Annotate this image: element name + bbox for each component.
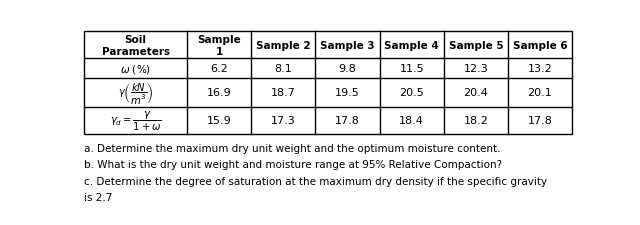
Text: Sample 4: Sample 4 [385,41,439,51]
Bar [84,32,572,134]
Text: 15.9: 15.9 [207,116,232,126]
Text: 18.7: 18.7 [271,88,296,98]
Text: Sample 2: Sample 2 [256,41,311,51]
Text: 20.1: 20.1 [527,88,552,98]
Text: 19.5: 19.5 [335,88,360,98]
Text: 20.5: 20.5 [399,88,424,98]
Text: 6.2: 6.2 [211,64,228,74]
Text: 16.9: 16.9 [207,88,232,98]
Text: Sample 5: Sample 5 [449,41,503,51]
Text: b. What is the dry unit weight and moisture range at 95% Relative Compaction?: b. What is the dry unit weight and moist… [84,160,502,169]
Text: 17.3: 17.3 [271,116,296,126]
Text: 20.4: 20.4 [463,88,488,98]
Text: 17.8: 17.8 [335,116,360,126]
Text: $\gamma\left(\dfrac{kN}{m^3}\right)$: $\gamma\left(\dfrac{kN}{m^3}\right)$ [118,80,153,105]
Text: 12.3: 12.3 [463,64,488,74]
Text: is 2.7: is 2.7 [84,192,113,202]
Text: a. Determine the maximum dry unit weight and the optimum moisture content.: a. Determine the maximum dry unit weight… [84,143,500,153]
Text: $\omega$ (%): $\omega$ (%) [120,62,151,75]
Text: 9.8: 9.8 [339,64,356,74]
Text: Sample 6: Sample 6 [513,41,567,51]
Text: Sample
1: Sample 1 [197,35,241,56]
Text: Sample 3: Sample 3 [320,41,375,51]
Text: 13.2: 13.2 [527,64,552,74]
Text: Soil
Parameters: Soil Parameters [102,35,170,56]
Text: 11.5: 11.5 [399,64,424,74]
Text: $\gamma_d = \dfrac{\gamma}{1+\omega}$: $\gamma_d = \dfrac{\gamma}{1+\omega}$ [109,109,161,133]
Text: 8.1: 8.1 [275,64,292,74]
Text: 17.8: 17.8 [527,116,552,126]
Text: c. Determine the degree of saturation at the maximum dry density if the specific: c. Determine the degree of saturation at… [84,176,547,186]
Text: 18.4: 18.4 [399,116,424,126]
Text: 18.2: 18.2 [463,116,488,126]
